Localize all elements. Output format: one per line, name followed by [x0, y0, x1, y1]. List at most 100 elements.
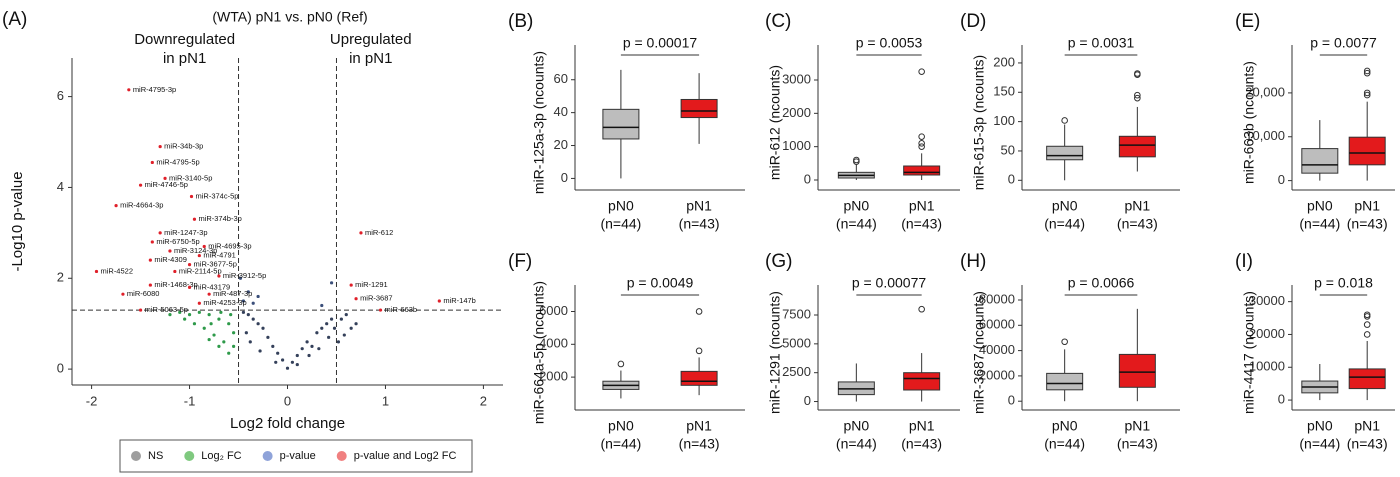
point	[349, 326, 353, 330]
box	[1301, 148, 1339, 174]
legend-box	[119, 439, 473, 473]
point-label: miR-663b	[385, 305, 418, 314]
point	[227, 351, 231, 355]
box	[1118, 135, 1156, 158]
point	[258, 349, 262, 353]
point	[178, 310, 182, 314]
y-tick-label: 2000	[539, 369, 568, 384]
legend-swatch	[262, 451, 273, 461]
annotation: in pN1	[163, 50, 206, 67]
y-tick-label: 5000	[782, 335, 811, 350]
point	[437, 299, 441, 303]
x-tick-label: pN0	[608, 418, 634, 434]
box	[1046, 145, 1084, 161]
point	[251, 317, 255, 321]
p-value: p = 0.00017	[623, 35, 698, 51]
point	[150, 240, 154, 244]
point-label: miR-4791	[203, 251, 236, 260]
point	[320, 303, 324, 308]
x-tick-sublabel: (n=43)	[1347, 216, 1388, 232]
x-tick-sublabel: (n=44)	[836, 436, 877, 452]
point	[158, 231, 162, 235]
point	[342, 333, 346, 337]
point	[307, 353, 311, 358]
p-value: p = 0.018	[1314, 275, 1373, 291]
panel-letter: (D)	[960, 11, 986, 32]
point	[227, 322, 231, 326]
panel-letter: (F)	[508, 251, 532, 272]
point	[114, 204, 118, 208]
point	[217, 344, 221, 348]
point	[276, 351, 280, 355]
y-tick-label: 20000	[1249, 326, 1285, 341]
point	[300, 347, 304, 351]
outlier	[695, 347, 703, 355]
point	[246, 313, 250, 317]
point	[290, 360, 294, 364]
x-tick-label: pN1	[1354, 198, 1380, 214]
point	[354, 297, 358, 301]
point-label: miR-4746-5p	[145, 180, 188, 189]
x-tick-label: pN0	[843, 198, 869, 214]
x-tick-label: -1	[184, 393, 196, 408]
point	[274, 360, 278, 364]
y-tick-label: 0	[57, 361, 64, 376]
point	[148, 258, 152, 262]
point	[256, 322, 260, 326]
point-label: miR-6080	[127, 289, 160, 298]
y-tick-label: 0	[1278, 392, 1285, 407]
point	[202, 244, 206, 249]
x-tick-sublabel: (n=44)	[600, 436, 641, 452]
y-tick-label: 10000	[1249, 359, 1285, 374]
panel-letter: (H)	[960, 251, 986, 272]
y-tick-label: 50	[1001, 142, 1015, 157]
legend-swatch	[131, 451, 141, 461]
y-tick-label: 4000	[539, 336, 568, 351]
annotation: Upregulated	[330, 31, 412, 48]
x-tick-label: -2	[86, 393, 98, 408]
point	[212, 333, 216, 337]
y-tick-label: 0	[1008, 393, 1015, 408]
point-label: miR-4664-3p	[120, 201, 163, 210]
point	[229, 313, 233, 317]
x-tick-sublabel: (n=44)	[836, 216, 877, 232]
point	[271, 344, 275, 348]
annotation: Downregulated	[134, 31, 235, 48]
point	[332, 326, 337, 330]
outlier	[918, 133, 925, 140]
point	[320, 326, 324, 330]
outlier	[918, 68, 925, 75]
legend-label: NS	[148, 450, 163, 462]
point-label: miR-34b-3p	[164, 142, 203, 151]
outlier	[1363, 67, 1371, 75]
point-label: miR-3124-3p	[174, 246, 217, 255]
point	[248, 340, 252, 344]
point	[378, 308, 383, 312]
point	[244, 331, 248, 335]
legend-label: p-value	[280, 450, 316, 462]
point-label: miR-1468-3p	[154, 280, 197, 289]
outlier	[1363, 89, 1371, 97]
y-tick-label: 60	[554, 71, 568, 86]
outlier	[695, 308, 703, 315]
point-label: miR-1247-3p	[164, 228, 207, 237]
point	[344, 313, 348, 317]
point	[207, 292, 211, 296]
box	[1348, 136, 1386, 166]
outlier	[1363, 69, 1371, 77]
x-tick-label: pN0	[1052, 418, 1078, 434]
x-tick-sublabel: (n=44)	[1299, 436, 1340, 452]
y-tick-label: 0	[561, 170, 568, 185]
point	[189, 194, 194, 199]
point-label: miR-6750-5p	[156, 237, 199, 246]
x-tick-label: pN1	[1354, 418, 1380, 434]
x-tick-label: pN0	[1307, 198, 1333, 214]
legend-swatch	[184, 451, 195, 461]
x-tick-label: 2	[480, 393, 487, 408]
point	[148, 283, 152, 287]
panel-letter: (E)	[1235, 11, 1260, 32]
y-tick-label: 40	[554, 104, 568, 119]
x-tick-sublabel: (n=44)	[600, 216, 641, 232]
x-tick-sublabel: (n=43)	[679, 436, 720, 452]
